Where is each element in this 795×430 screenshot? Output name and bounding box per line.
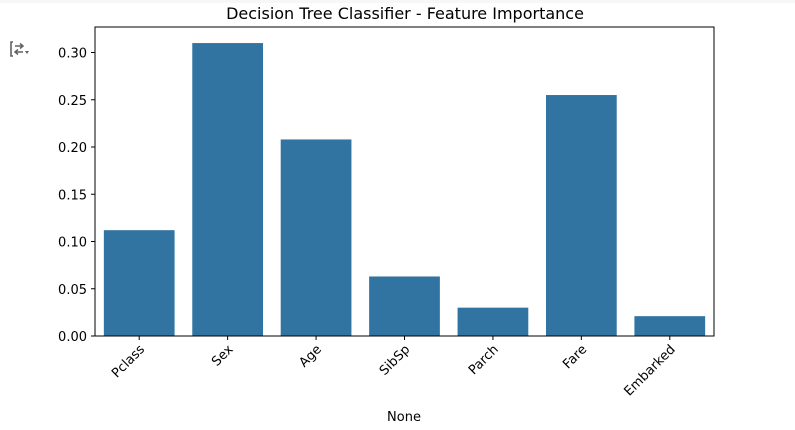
output-toggle-icon <box>10 41 29 57</box>
x-tick-label-age: Age <box>297 342 325 370</box>
bar-age <box>280 139 352 336</box>
x-axis-label: None <box>387 410 421 425</box>
bar-pclass <box>103 230 175 336</box>
x-tick-label-embarked: Embarked <box>622 342 679 399</box>
bar-fare <box>545 95 617 336</box>
y-tick-label: 0.00 <box>58 330 87 345</box>
x-tick-label-pclass: Pclass <box>109 342 148 381</box>
x-tick-label-sibsp: SibSp <box>377 342 414 379</box>
y-tick-label: 0.20 <box>58 141 87 156</box>
bar-sex <box>192 43 264 337</box>
y-tick-label: 0.30 <box>58 47 87 62</box>
bar-sibsp <box>369 276 440 336</box>
y-tick-label: 0.15 <box>58 188 87 203</box>
x-axis: Pclass Sex Age SibSp Parch Fare Embarked <box>109 336 679 399</box>
chart-title: Decision Tree Classifier - Feature Impor… <box>226 4 584 23</box>
x-tick-label-sex: Sex <box>209 342 237 370</box>
bars-group <box>103 43 706 337</box>
output-toggle-button[interactable] <box>8 38 30 60</box>
x-tick-label-parch: Parch <box>466 342 502 378</box>
y-tick-label: 0.05 <box>58 283 87 298</box>
cell-top-border <box>0 0 795 3</box>
bar-parch <box>457 307 529 336</box>
x-tick-label-fare: Fare <box>560 342 590 372</box>
y-axis: 0.00 0.05 0.10 0.15 0.20 0.25 0.30 <box>58 47 95 345</box>
y-tick-label: 0.25 <box>58 94 87 109</box>
plot-frame <box>94 26 715 337</box>
bar-embarked <box>634 316 706 336</box>
y-tick-label: 0.10 <box>58 236 87 251</box>
